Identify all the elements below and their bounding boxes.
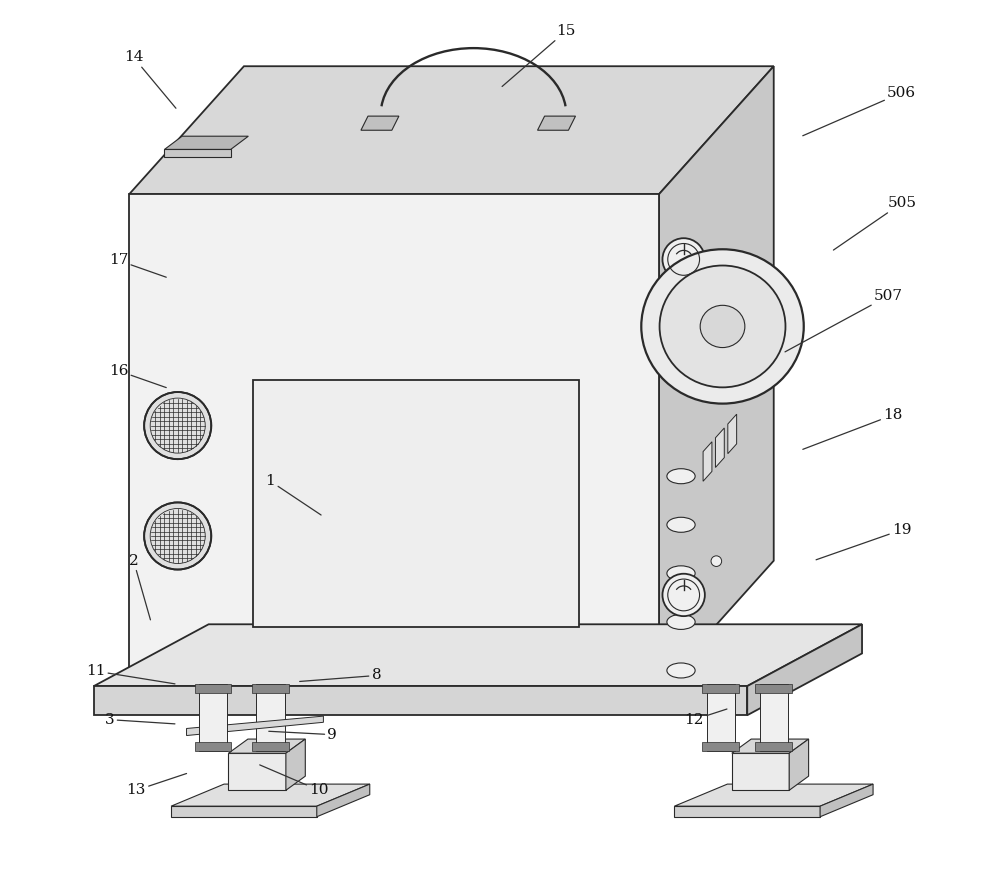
Bar bbox=[256, 684, 285, 751]
Ellipse shape bbox=[667, 566, 695, 581]
Polygon shape bbox=[164, 136, 248, 149]
Polygon shape bbox=[317, 784, 370, 817]
Polygon shape bbox=[164, 149, 231, 156]
Polygon shape bbox=[659, 66, 774, 689]
Bar bbox=[228, 753, 286, 790]
Text: 1: 1 bbox=[266, 474, 321, 515]
Bar bbox=[199, 684, 227, 751]
Text: 11: 11 bbox=[86, 664, 175, 683]
Bar bbox=[707, 684, 735, 751]
Polygon shape bbox=[171, 784, 370, 806]
Ellipse shape bbox=[700, 306, 745, 348]
Polygon shape bbox=[674, 784, 873, 806]
Polygon shape bbox=[728, 414, 737, 454]
Text: 17: 17 bbox=[109, 253, 166, 277]
Bar bbox=[760, 684, 788, 751]
Bar bbox=[171, 806, 317, 817]
Bar bbox=[702, 742, 739, 751]
Polygon shape bbox=[94, 624, 862, 686]
Polygon shape bbox=[538, 116, 575, 130]
Polygon shape bbox=[129, 66, 774, 194]
Bar bbox=[129, 194, 659, 689]
Bar bbox=[755, 742, 792, 751]
Bar bbox=[195, 684, 231, 693]
Polygon shape bbox=[361, 116, 399, 130]
Text: 13: 13 bbox=[127, 774, 187, 797]
Polygon shape bbox=[703, 442, 712, 481]
Bar bbox=[252, 742, 289, 751]
Ellipse shape bbox=[641, 249, 804, 404]
Circle shape bbox=[662, 238, 705, 281]
Text: 8: 8 bbox=[300, 668, 381, 683]
Text: 506: 506 bbox=[803, 86, 916, 136]
Bar bbox=[252, 684, 289, 693]
Bar bbox=[195, 742, 231, 751]
Text: 507: 507 bbox=[785, 289, 903, 352]
Polygon shape bbox=[732, 739, 809, 753]
Text: 16: 16 bbox=[109, 364, 166, 388]
Ellipse shape bbox=[667, 517, 695, 532]
Polygon shape bbox=[820, 784, 873, 817]
Text: 9: 9 bbox=[269, 728, 337, 742]
Text: 505: 505 bbox=[833, 196, 916, 250]
Text: 19: 19 bbox=[816, 523, 912, 560]
Polygon shape bbox=[286, 739, 305, 790]
Bar bbox=[755, 684, 792, 693]
Bar bbox=[732, 753, 789, 790]
Polygon shape bbox=[789, 739, 809, 790]
Bar bbox=[253, 380, 579, 627]
Text: 10: 10 bbox=[260, 765, 329, 797]
Text: 14: 14 bbox=[124, 50, 176, 109]
Text: 12: 12 bbox=[685, 709, 727, 727]
Polygon shape bbox=[747, 624, 862, 715]
Text: 15: 15 bbox=[502, 24, 576, 87]
Bar bbox=[702, 684, 739, 693]
Bar bbox=[674, 806, 820, 817]
Circle shape bbox=[711, 556, 722, 567]
Ellipse shape bbox=[667, 663, 695, 678]
Polygon shape bbox=[228, 739, 305, 753]
Bar bbox=[94, 686, 747, 715]
Text: 3: 3 bbox=[105, 713, 175, 727]
Text: 18: 18 bbox=[803, 408, 903, 449]
Ellipse shape bbox=[667, 615, 695, 630]
Circle shape bbox=[662, 574, 705, 616]
Circle shape bbox=[144, 502, 211, 570]
Text: 2: 2 bbox=[129, 554, 150, 620]
Circle shape bbox=[144, 392, 211, 459]
Polygon shape bbox=[187, 716, 323, 736]
Ellipse shape bbox=[667, 469, 695, 484]
Ellipse shape bbox=[660, 266, 785, 388]
Polygon shape bbox=[715, 428, 724, 467]
